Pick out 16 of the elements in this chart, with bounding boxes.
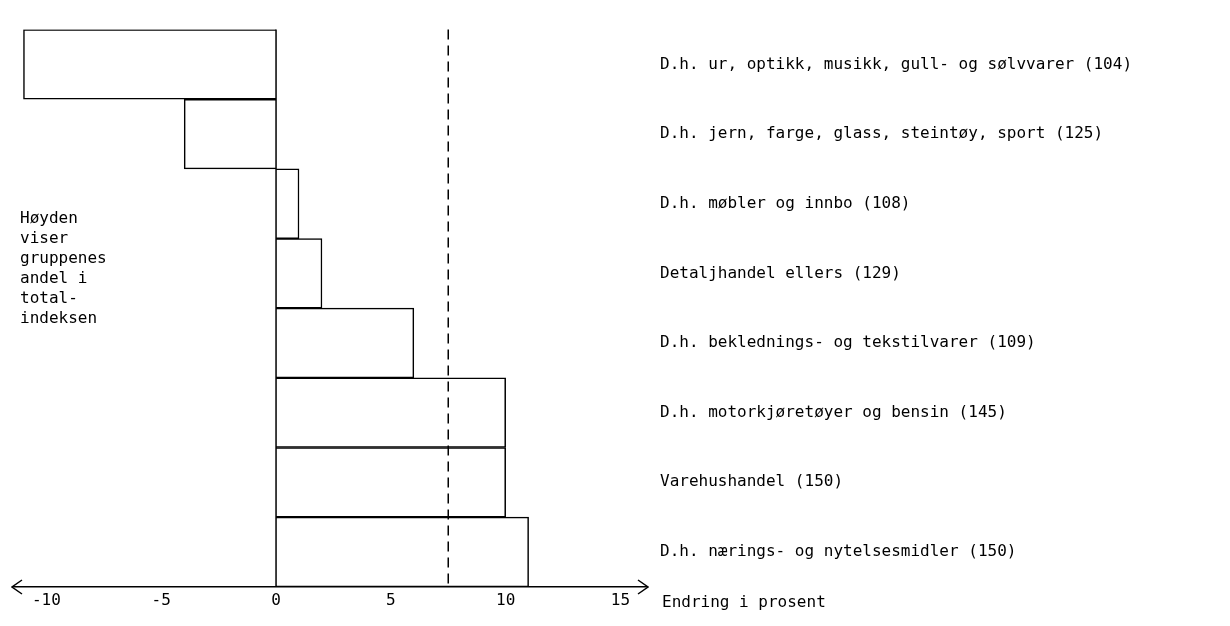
y-tick-label: Detaljhandel ellers (129) bbox=[660, 262, 901, 282]
y-tick-label: D.h. møbler og innbo (108) bbox=[660, 192, 911, 212]
y-tick-label: D.h. nærings- og nytelsesmidler (150) bbox=[660, 541, 1017, 561]
x-tick-label: -5 bbox=[151, 589, 171, 609]
x-tick-label: 5 bbox=[386, 589, 396, 609]
x-tick-label: 0 bbox=[271, 589, 281, 609]
y-tick-label: D.h. ur, optikk, musikk, gull- og sølvvarer (104) bbox=[660, 53, 1133, 73]
x-tick-label: 15 bbox=[610, 589, 631, 609]
x-tick-label: 10 bbox=[496, 589, 516, 609]
x-axis-title: Endring i prosent bbox=[662, 591, 826, 611]
y-tick-label: D.h. beklednings- og tekstilvarer (109) bbox=[660, 332, 1036, 352]
y-tick-label: D.h. jern, farge, glass, steintøy, sport (125) bbox=[660, 123, 1104, 143]
y-tick-label: D.h. motorkjøretøyer og bensin (145) bbox=[660, 401, 1007, 421]
y-tick-label: Varehushandel (150) bbox=[660, 471, 844, 491]
annotation: Høyden viser gruppenes andel i total- indeksen bbox=[20, 208, 107, 328]
x-tick-label: -10 bbox=[31, 589, 61, 609]
